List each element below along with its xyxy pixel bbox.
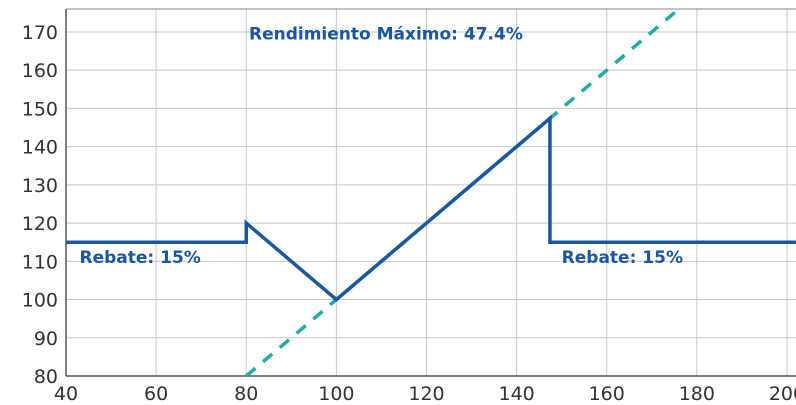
y-tick-label: 110: [22, 251, 58, 273]
y-tick-label: 100: [22, 290, 58, 312]
y-tick-label: 130: [22, 175, 58, 197]
axes: [65, 8, 796, 377]
x-tick-label: 120: [408, 383, 444, 405]
reference-dashed-line: [245, 7, 680, 378]
x-tick-label: 180: [679, 383, 715, 405]
grid-lines: [65, 9, 796, 377]
x-tick-label: 40: [54, 383, 78, 405]
x-tick-label: 200: [769, 383, 796, 405]
annotations: Rendimiento Máximo: 47.4% Rebate: 15% Reba…: [80, 25, 683, 269]
rebate-annotation: Rebate: 15%: [562, 248, 683, 268]
y-tick-label: 140: [22, 137, 58, 159]
y-tick-label: 150: [22, 98, 58, 120]
max-return-annotation: Rendimiento Máximo: 47.4%: [249, 25, 523, 45]
rebate-annotation: Rebate: 15%: [80, 248, 201, 268]
x-tick-label: 80: [234, 383, 258, 405]
x-tick-label: 60: [144, 383, 168, 405]
y-tick-label: 90: [34, 328, 58, 350]
x-tick-label: 160: [589, 383, 625, 405]
series-layer: [66, 7, 796, 378]
tick-labels: 40 60 80 100 120 140 160 180 200 80 90 100 110 120 130…: [22, 22, 796, 405]
y-tick-label: 170: [22, 22, 58, 44]
y-tick-label: 120: [22, 213, 58, 235]
payoff-line: [66, 114, 796, 302]
x-tick-label: 140: [498, 383, 534, 405]
y-tick-label: 80: [34, 366, 58, 388]
y-tick-label: 160: [22, 60, 58, 82]
x-tick-label: 100: [318, 383, 354, 405]
